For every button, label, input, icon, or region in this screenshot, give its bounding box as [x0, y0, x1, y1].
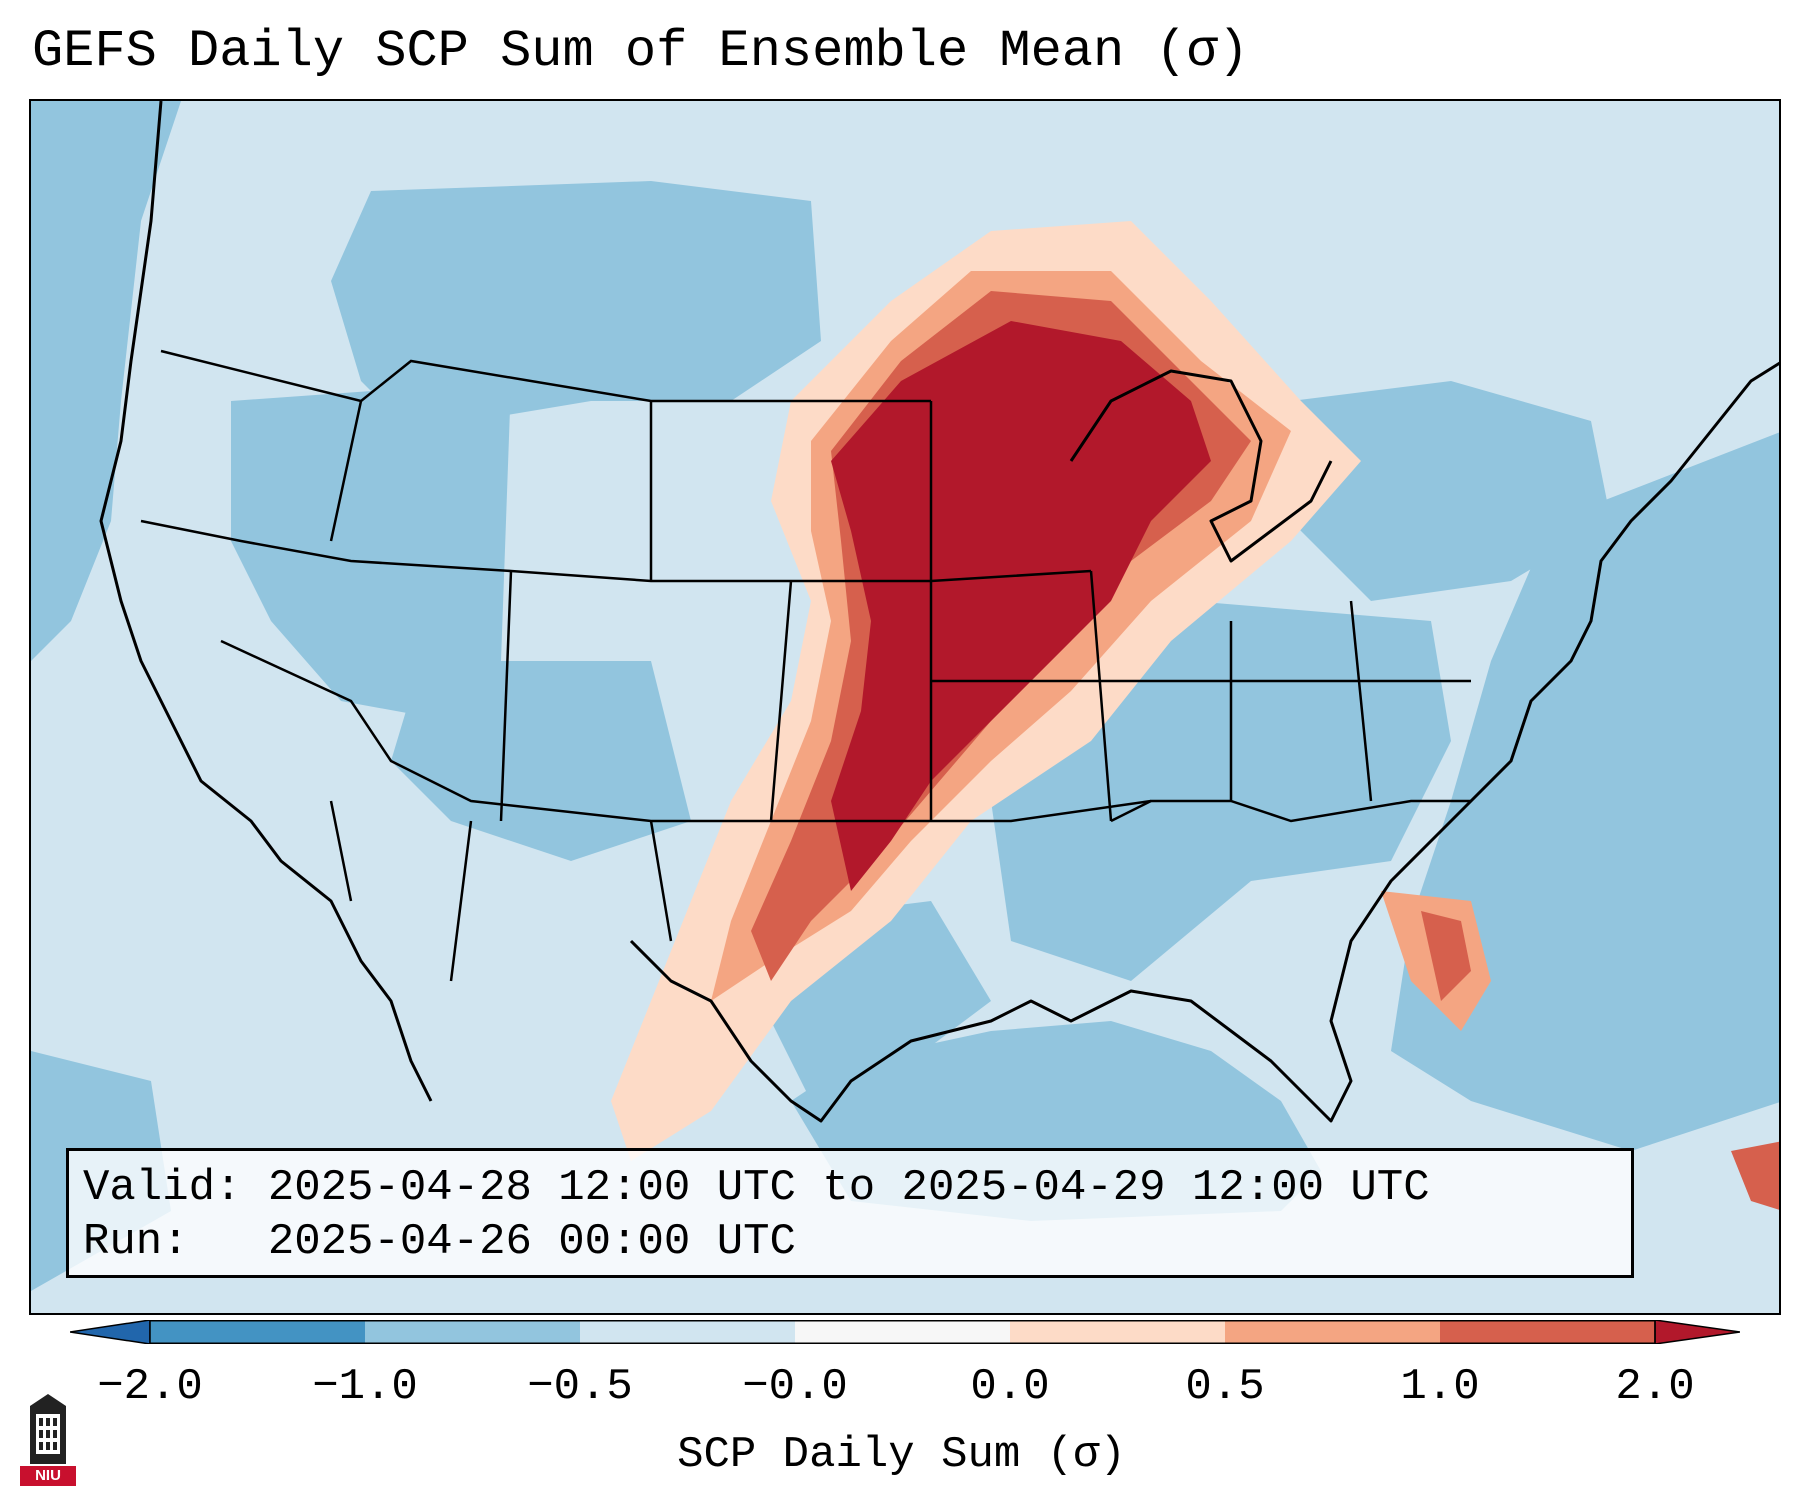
- colorbar-extend-high: [1654, 1320, 1740, 1344]
- colorbar-tick-label: 2.0: [1615, 1362, 1695, 1412]
- colorbar-tick-label: 0.5: [1185, 1362, 1265, 1412]
- colorbar-seg-2: [365, 1320, 580, 1344]
- pacific-ocean-region: [31, 101, 181, 661]
- colorbar-tick-label: 1.0: [1400, 1362, 1480, 1412]
- northeast-region: [1291, 381, 1611, 601]
- colorbar-seg-6: [1225, 1320, 1440, 1344]
- colorbar-label: SCP Daily Sum (σ): [677, 1430, 1126, 1480]
- colorbar-seg-4: [795, 1320, 1010, 1344]
- valid-run-info-box: Valid: 2025-04-28 12:00 UTC to 2025-04-2…: [66, 1148, 1634, 1278]
- florida-anomaly-core: [1421, 911, 1471, 1001]
- niu-logo: NIU: [20, 1392, 76, 1486]
- scp-map: [31, 101, 1779, 1291]
- colorbar-seg-1: [150, 1320, 365, 1344]
- colorbar-seg-3: [580, 1320, 795, 1344]
- map-panel[interactable]: [29, 99, 1781, 1315]
- colorbar-tick-label: −2.0: [97, 1362, 203, 1412]
- colorbar-tick-label: −0.0: [742, 1362, 848, 1412]
- coastlines: [99, 101, 1779, 1123]
- colorbar-extend-low: [70, 1320, 151, 1344]
- caribbean-anomaly: [1731, 1141, 1779, 1210]
- run-time-text: Run: 2025-04-26 00:00 UTC: [83, 1217, 796, 1267]
- colorbar-seg-7: [1440, 1320, 1655, 1344]
- colorbar-tick-label: 0.0: [970, 1362, 1050, 1412]
- colorbar-tick-label: −0.5: [527, 1362, 633, 1412]
- colorbar-tick-label: −1.0: [312, 1362, 418, 1412]
- southwest-region: [391, 661, 691, 861]
- logo-text: NIU: [20, 1466, 76, 1486]
- chart-title: GEFS Daily SCP Sum of Ensemble Mean (σ): [32, 22, 1249, 81]
- valid-time-text: Valid: 2025-04-28 12:00 UTC to 2025-04-2…: [83, 1163, 1430, 1213]
- colorbar: [70, 1320, 1740, 1344]
- anomaly-plume-over-2: [831, 321, 1211, 891]
- great-basin-region: [231, 381, 511, 721]
- tower-icon: [30, 1394, 66, 1464]
- colorbar-seg-5: [1010, 1320, 1225, 1344]
- state-borders: [140, 349, 1471, 982]
